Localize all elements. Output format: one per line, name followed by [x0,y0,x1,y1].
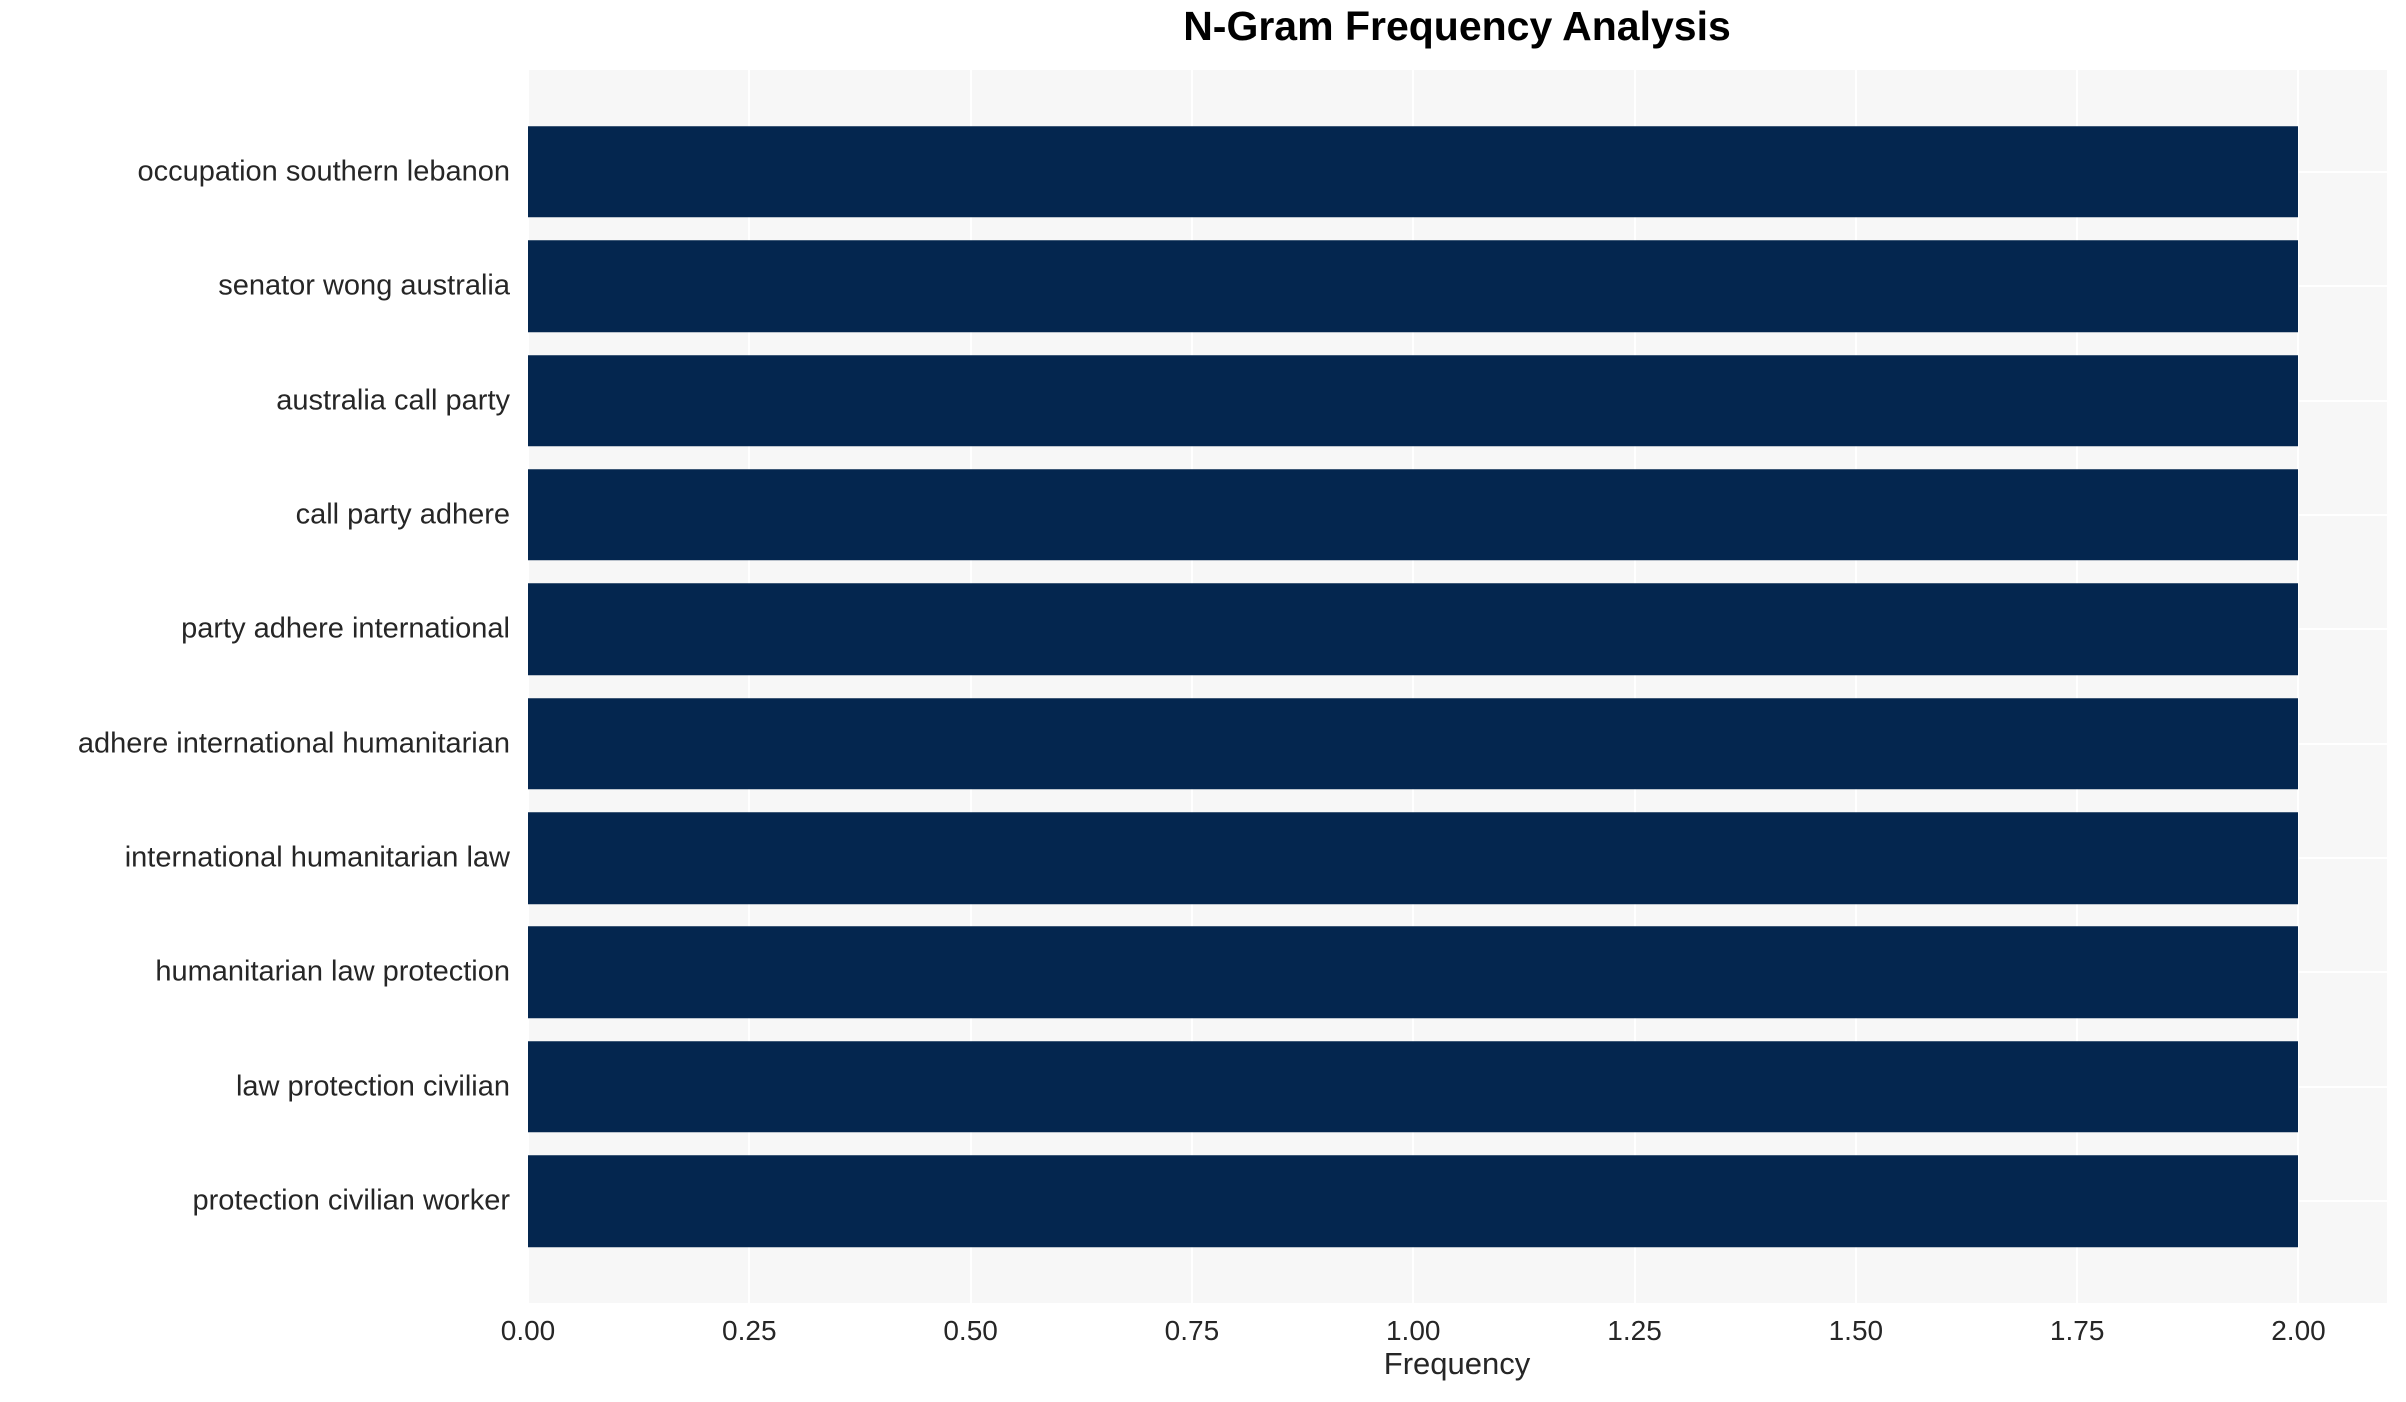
category-label: law protection civilian [235,1070,510,1103]
x-tick-label: 0.00 [500,1315,556,1346]
y-axis-labels: occupation southern lebanon senator wong … [0,70,518,1303]
chart-title: N-Gram Frequency Analysis [1183,3,1731,49]
gridline-vertical [2076,70,2079,1303]
gridline-vertical [1412,70,1415,1303]
category-label: protection civilian worker [192,1184,510,1217]
frequency-bar [528,240,2299,332]
x-tick-label: 0.50 [943,1315,998,1346]
category-label: senator wong australia [218,269,510,302]
x-tick-label: 1.00 [1385,1315,1441,1346]
plot-area [527,70,2387,1303]
x-axis-ticks: 0.00 0.25 0.50 0.75 1.00 1.25 1.50 1.75 2.00 [501,1303,2387,1363]
category-label: humanitarian law protection [155,955,510,988]
category-label: party adhere international [181,612,510,645]
gridline-vertical [1854,70,1857,1303]
gridline-vertical [1633,70,1636,1303]
x-axis-label: Frequency [1383,1346,1531,1381]
x-tick-label: 1.25 [1607,1315,1662,1346]
gridline-vertical [969,70,972,1303]
category-label: occupation southern lebanon [137,155,510,188]
frequency-bar [528,1155,2299,1247]
category-label: call party adhere [295,498,510,531]
gridline-vertical [2297,70,2300,1303]
frequency-bar [528,812,2299,904]
gridline-vertical [748,70,751,1303]
category-label: australia call party [276,384,510,417]
category-label: international humanitarian law [124,841,510,874]
frequency-bar [528,1041,2299,1133]
frequency-bar [528,926,2299,1019]
gridline-vertical [527,70,529,1303]
frequency-bar [528,697,2299,790]
frequency-bar [528,126,2299,218]
category-label: adhere international humanitarian [77,727,510,760]
frequency-bar [528,583,2299,676]
frequency-bar [528,354,2299,447]
frequency-bar [528,469,2299,561]
x-tick-label: 1.75 [2049,1315,2105,1346]
x-tick-label: 1.50 [1828,1315,1884,1346]
x-tick-label: 0.25 [722,1315,777,1346]
gridline-vertical [1190,70,1193,1303]
x-tick-label: 0.75 [1164,1315,1220,1346]
x-tick-label: 2.00 [2271,1315,2326,1346]
